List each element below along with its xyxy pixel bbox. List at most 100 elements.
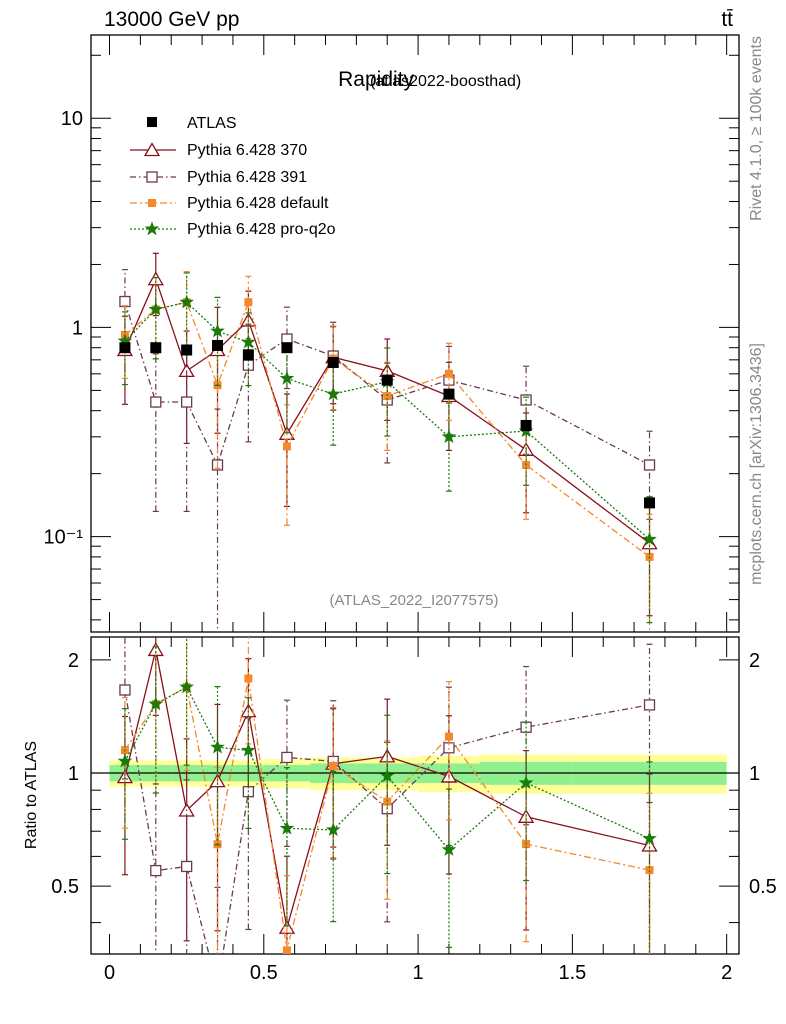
point-p391 (119, 295, 131, 308)
series-line-p391 (124, 301, 650, 467)
process-label: tt̄ (721, 8, 733, 31)
ratio-point-pq2o (642, 830, 657, 845)
xtick-label: 0.5 (250, 962, 278, 984)
ratio-ytick-label-left: 0.5 (51, 876, 79, 898)
point-pq2o (279, 370, 295, 385)
ratio-point-pq2o (241, 742, 256, 757)
point-p391 (643, 459, 656, 471)
legend-label-p391: Pythia 6.428 391 (187, 169, 307, 186)
ratio-ytick-label-right: 0.5 (749, 876, 777, 898)
main-ytick-label: 10 (61, 108, 83, 130)
main-ytick-label: 10⁻¹ (44, 527, 84, 549)
ratio-point-pdefault (645, 866, 654, 875)
main-data-layer (116, 252, 658, 632)
point-atlas (327, 356, 339, 368)
ratio-point-pq2o (210, 739, 225, 754)
legend-marker-atlas (147, 117, 157, 127)
legend-entry-p370: Pythia 6.428 370 (130, 142, 307, 159)
point-pq2o (441, 429, 457, 444)
ratio-data-layer (116, 637, 658, 993)
ratio-ytick-label-left: 1 (68, 763, 79, 785)
legend-entry-pdefault: Pythia 6.428 default (130, 195, 329, 212)
point-atlas (381, 374, 393, 386)
legend-marker-pq2o (144, 221, 160, 236)
ratio-point-pq2o (518, 775, 534, 790)
point-atlas (242, 349, 254, 361)
legend-entry-p391: Pythia 6.428 391 (130, 169, 307, 186)
legend-marker-p391 (146, 171, 158, 183)
xtick-label: 1 (413, 962, 424, 984)
point-p391 (150, 396, 162, 408)
ratio-point-pq2o (148, 696, 164, 711)
ratio-ytick-label-left: 2 (68, 650, 79, 672)
ratio-point-p391 (213, 983, 223, 993)
main-panel: 10 1 10⁻¹ Rapidity (atlas2022-boosthad) (A… (44, 34, 740, 633)
ratio-point-pdefault (244, 674, 253, 683)
point-atlas (281, 342, 293, 354)
point-pq2o (179, 294, 194, 309)
legend-label-pdefault: Pythia 6.428 default (187, 195, 329, 212)
point-atlas (181, 344, 193, 356)
point-pq2o (241, 334, 256, 349)
point-p391 (181, 396, 193, 408)
chart-subtitle: (atlas2022-boosthad) (370, 73, 521, 90)
xtick-label: 0 (104, 962, 115, 984)
ratio-axis-ticks (91, 637, 739, 954)
x-tick-labels: 0 0.5 1 1.5 2 (104, 962, 732, 984)
legend-label-atlas: ATLAS (187, 115, 237, 132)
main-frame (90, 34, 740, 633)
analysis-watermark: (ATLAS_2022_I2077575) (329, 592, 498, 609)
series-main-p391 (119, 269, 656, 632)
mcplots-label: mcplots.cern.ch [arXiv:1306.3436] (748, 343, 765, 585)
legend-entry-pq2o: Pythia 6.428 pro-q2o (130, 221, 336, 238)
point-atlas (644, 497, 656, 509)
point-pdefault (444, 369, 453, 378)
ratio-point-p391 (281, 751, 293, 764)
point-pdefault (244, 298, 253, 307)
main-axis-ticks (91, 35, 739, 632)
ratio-point-pq2o (279, 820, 295, 835)
legend-entry-atlas: ATLAS (147, 115, 237, 132)
series-ratio-pq2o (117, 637, 657, 954)
ratio-axis-label: Ratio to ATLAS (23, 741, 40, 849)
chart-title: Rapidity (338, 68, 414, 91)
ratio-point-p391 (181, 860, 193, 873)
legend: ATLAS Pythia 6.428 370 Pythia 6.428 391 … (130, 115, 336, 238)
ratio-point-pq2o (325, 822, 341, 837)
ratio-frame (90, 636, 740, 955)
legend-label-pq2o: Pythia 6.428 pro-q2o (187, 221, 336, 238)
point-pdefault (282, 442, 291, 451)
point-pq2o (148, 301, 164, 316)
point-pq2o (325, 386, 341, 401)
ratio-point-pdefault (282, 946, 291, 954)
point-atlas (443, 388, 455, 400)
point-pq2o (642, 531, 657, 546)
point-pq2o (210, 323, 225, 338)
series-main-atlas (119, 339, 656, 509)
point-atlas (150, 342, 162, 354)
legend-label-p370: Pythia 6.428 370 (187, 142, 307, 159)
legend-marker-p370 (143, 142, 161, 157)
ratio-point-p391 (643, 699, 656, 711)
ratio-point-pq2o (117, 753, 133, 768)
main-tick-labels: 10 1 10⁻¹ (44, 108, 84, 548)
ratio-point-pq2o (441, 842, 457, 856)
ratio-uncertainty-bands (91, 754, 739, 794)
xtick-label: 2 (721, 962, 732, 984)
point-atlas (119, 342, 131, 354)
ratio-tick-labels: 2 2 1 1 0.5 0.5 (51, 650, 777, 898)
ratio-point-pq2o (179, 679, 194, 694)
legend-marker-pdefault (148, 199, 156, 207)
ratio-point-pdefault (329, 761, 338, 770)
series-main-pdefault (120, 271, 654, 632)
rivet-label: Rivet 4.1.0, ≥ 100k events (748, 36, 765, 221)
series-line-pq2o (124, 301, 650, 540)
point-atlas (520, 419, 532, 431)
ratio-panel: 2 2 1 1 0.5 0.5 Ratio to ATLAS (23, 636, 777, 993)
ratio-point-pdefault (444, 732, 453, 741)
main-ytick-label: 1 (72, 317, 83, 339)
ratio-point-pdefault (383, 797, 392, 806)
ratio-ytick-label-right: 1 (749, 763, 760, 785)
ratio-point-p391 (119, 684, 131, 696)
